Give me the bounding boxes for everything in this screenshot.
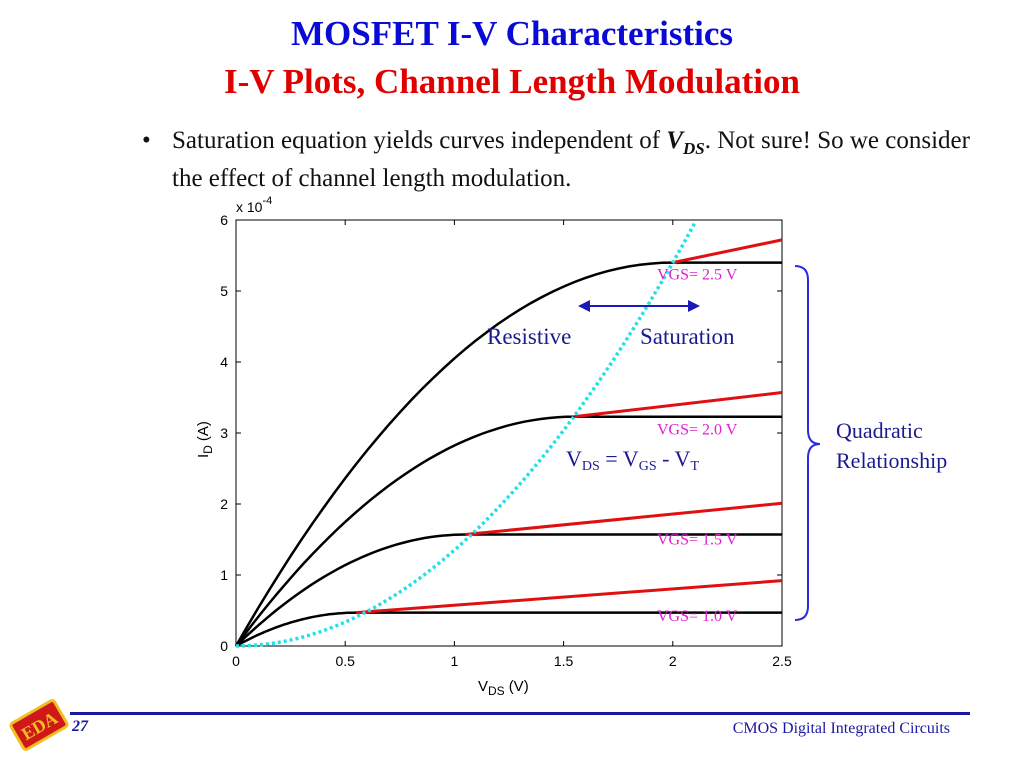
y-tick-label: 1 (220, 567, 228, 583)
clm-line (672, 238, 783, 265)
x-tick-label: 2 (669, 653, 677, 669)
y-tick-label: 4 (220, 354, 228, 370)
y-axis-label: ID(A) (195, 421, 215, 458)
x-axis-label: VDS (V) (478, 678, 529, 698)
page-number: 27 (72, 718, 88, 735)
iv-curve (235, 415, 782, 647)
x-tick-label: 0 (232, 653, 240, 669)
y-tick-label: 5 (220, 283, 228, 299)
y-tick-label: 2 (220, 496, 228, 512)
y-tick-label: 3 (220, 425, 228, 441)
y-multiplier: x 10-4 (236, 195, 272, 215)
vgs-label: VGS= 2.0 V (657, 421, 738, 438)
x-tick-label: 1 (451, 653, 459, 669)
bullet-text: Saturation equation yields curves indepe… (172, 126, 972, 194)
vgs-label: VGS= 1.0 V (657, 608, 738, 625)
slide-subtitle: I-V Plots, Channel Length Modulation (224, 62, 800, 101)
bullet-vds-symbol: VDS (666, 127, 705, 158)
bullet-marker: • (142, 127, 151, 154)
axis-ticks: 0 0.5 1 1.5 2 2.5 0 1 2 3 4 5 6 (220, 212, 792, 669)
curves: VGS= 1.0 V VGS= 1.5 V VGS= 2.0 V VGS= 2.5 V (234, 222, 783, 648)
clm-line (356, 579, 783, 615)
bracket-label-line1: Quadratic (836, 418, 923, 443)
x-tick-label: 1.5 (554, 653, 574, 669)
region-arrow (578, 300, 700, 312)
vgs-label: VGS= 1.5 V (657, 532, 738, 549)
iv-curve (235, 611, 782, 648)
clm-line (574, 391, 783, 419)
x-tick-label: 0.5 (335, 653, 355, 669)
bullet-text-before: Saturation equation yields curves indepe… (172, 127, 667, 154)
iv-curve (234, 261, 782, 647)
saturation-boundary-curve (235, 222, 697, 648)
iv-curve (235, 533, 782, 647)
boundary-equation: VDS = VGS - VT (566, 446, 699, 474)
resistive-label: Resistive (487, 324, 571, 349)
clm-line (465, 501, 783, 537)
x-tick-label: 2.5 (772, 653, 792, 669)
course-name: CMOS Digital Integrated Circuits (732, 720, 950, 737)
footer-divider (70, 712, 970, 715)
bullet-text-after: . Not sure! So we consider the effect of… (172, 127, 970, 192)
y-tick-label: 0 (220, 638, 228, 654)
bracket-label-line2: Relationship (836, 448, 947, 473)
quadratic-bracket (794, 265, 821, 621)
saturation-label: Saturation (640, 324, 735, 349)
eda-logo: EDA (9, 699, 69, 751)
slide-title: MOSFET I-V Characteristics (291, 14, 733, 53)
y-tick-label: 6 (220, 212, 228, 228)
vgs-label: VGS= 2.5 V (657, 267, 738, 284)
